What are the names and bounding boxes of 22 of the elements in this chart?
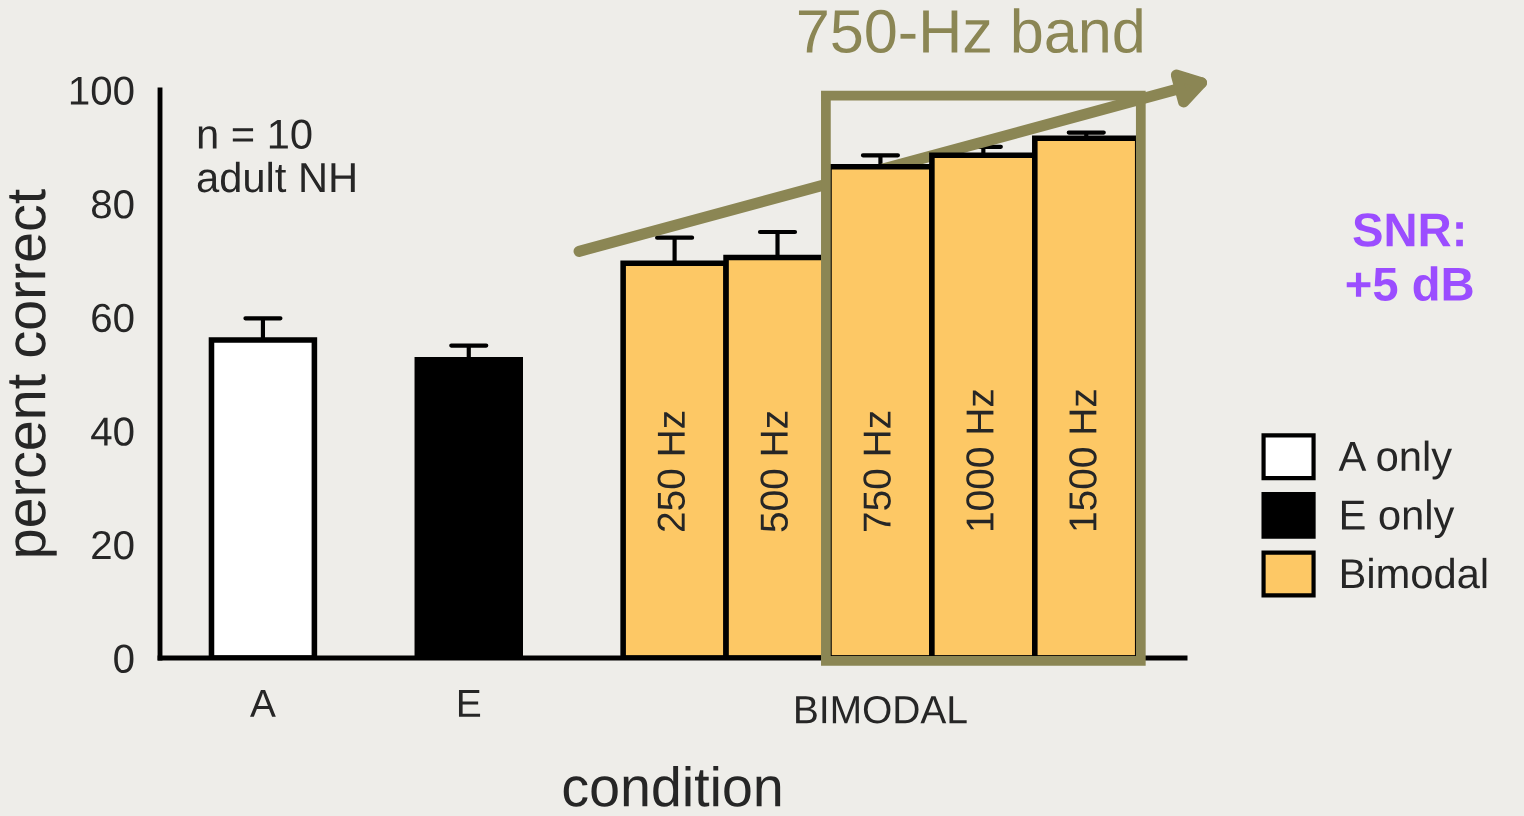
y-tick-label: 60: [92, 303, 134, 333]
x-tick-label: 750 Hz: [863, 411, 891, 532]
y-tick-label: 20: [92, 530, 134, 560]
x-axis-title: condition: [563, 765, 781, 807]
text: SNR: +5 dB: [1346, 213, 1473, 301]
y-tick-label: 100: [70, 76, 134, 105]
x-tick-label: A: [250, 690, 276, 717]
chart-title: 750-Hz band: [798, 8, 1142, 54]
x-tick-label: 250 Hz: [657, 411, 686, 532]
y-tick-label: 40: [91, 417, 134, 446]
legend-label: A only: [1338, 440, 1452, 480]
y-tick-label: 80: [91, 190, 134, 219]
annotation: n = 10 adult NH: [197, 119, 355, 193]
y-axis-title: percent correct: [9, 189, 57, 556]
legend-label: Bimodal: [1341, 557, 1487, 589]
x-tick-label: 500 Hz: [760, 411, 788, 532]
x-tick-label: 1500 Hz: [1069, 390, 1097, 531]
y-tick-label: 0: [114, 644, 134, 674]
legend-label: E only: [1341, 499, 1455, 539]
x-tick-label: E: [458, 690, 481, 717]
x-tick-label: 1000 Hz: [966, 390, 994, 531]
text: BIMODAL: [796, 695, 967, 724]
